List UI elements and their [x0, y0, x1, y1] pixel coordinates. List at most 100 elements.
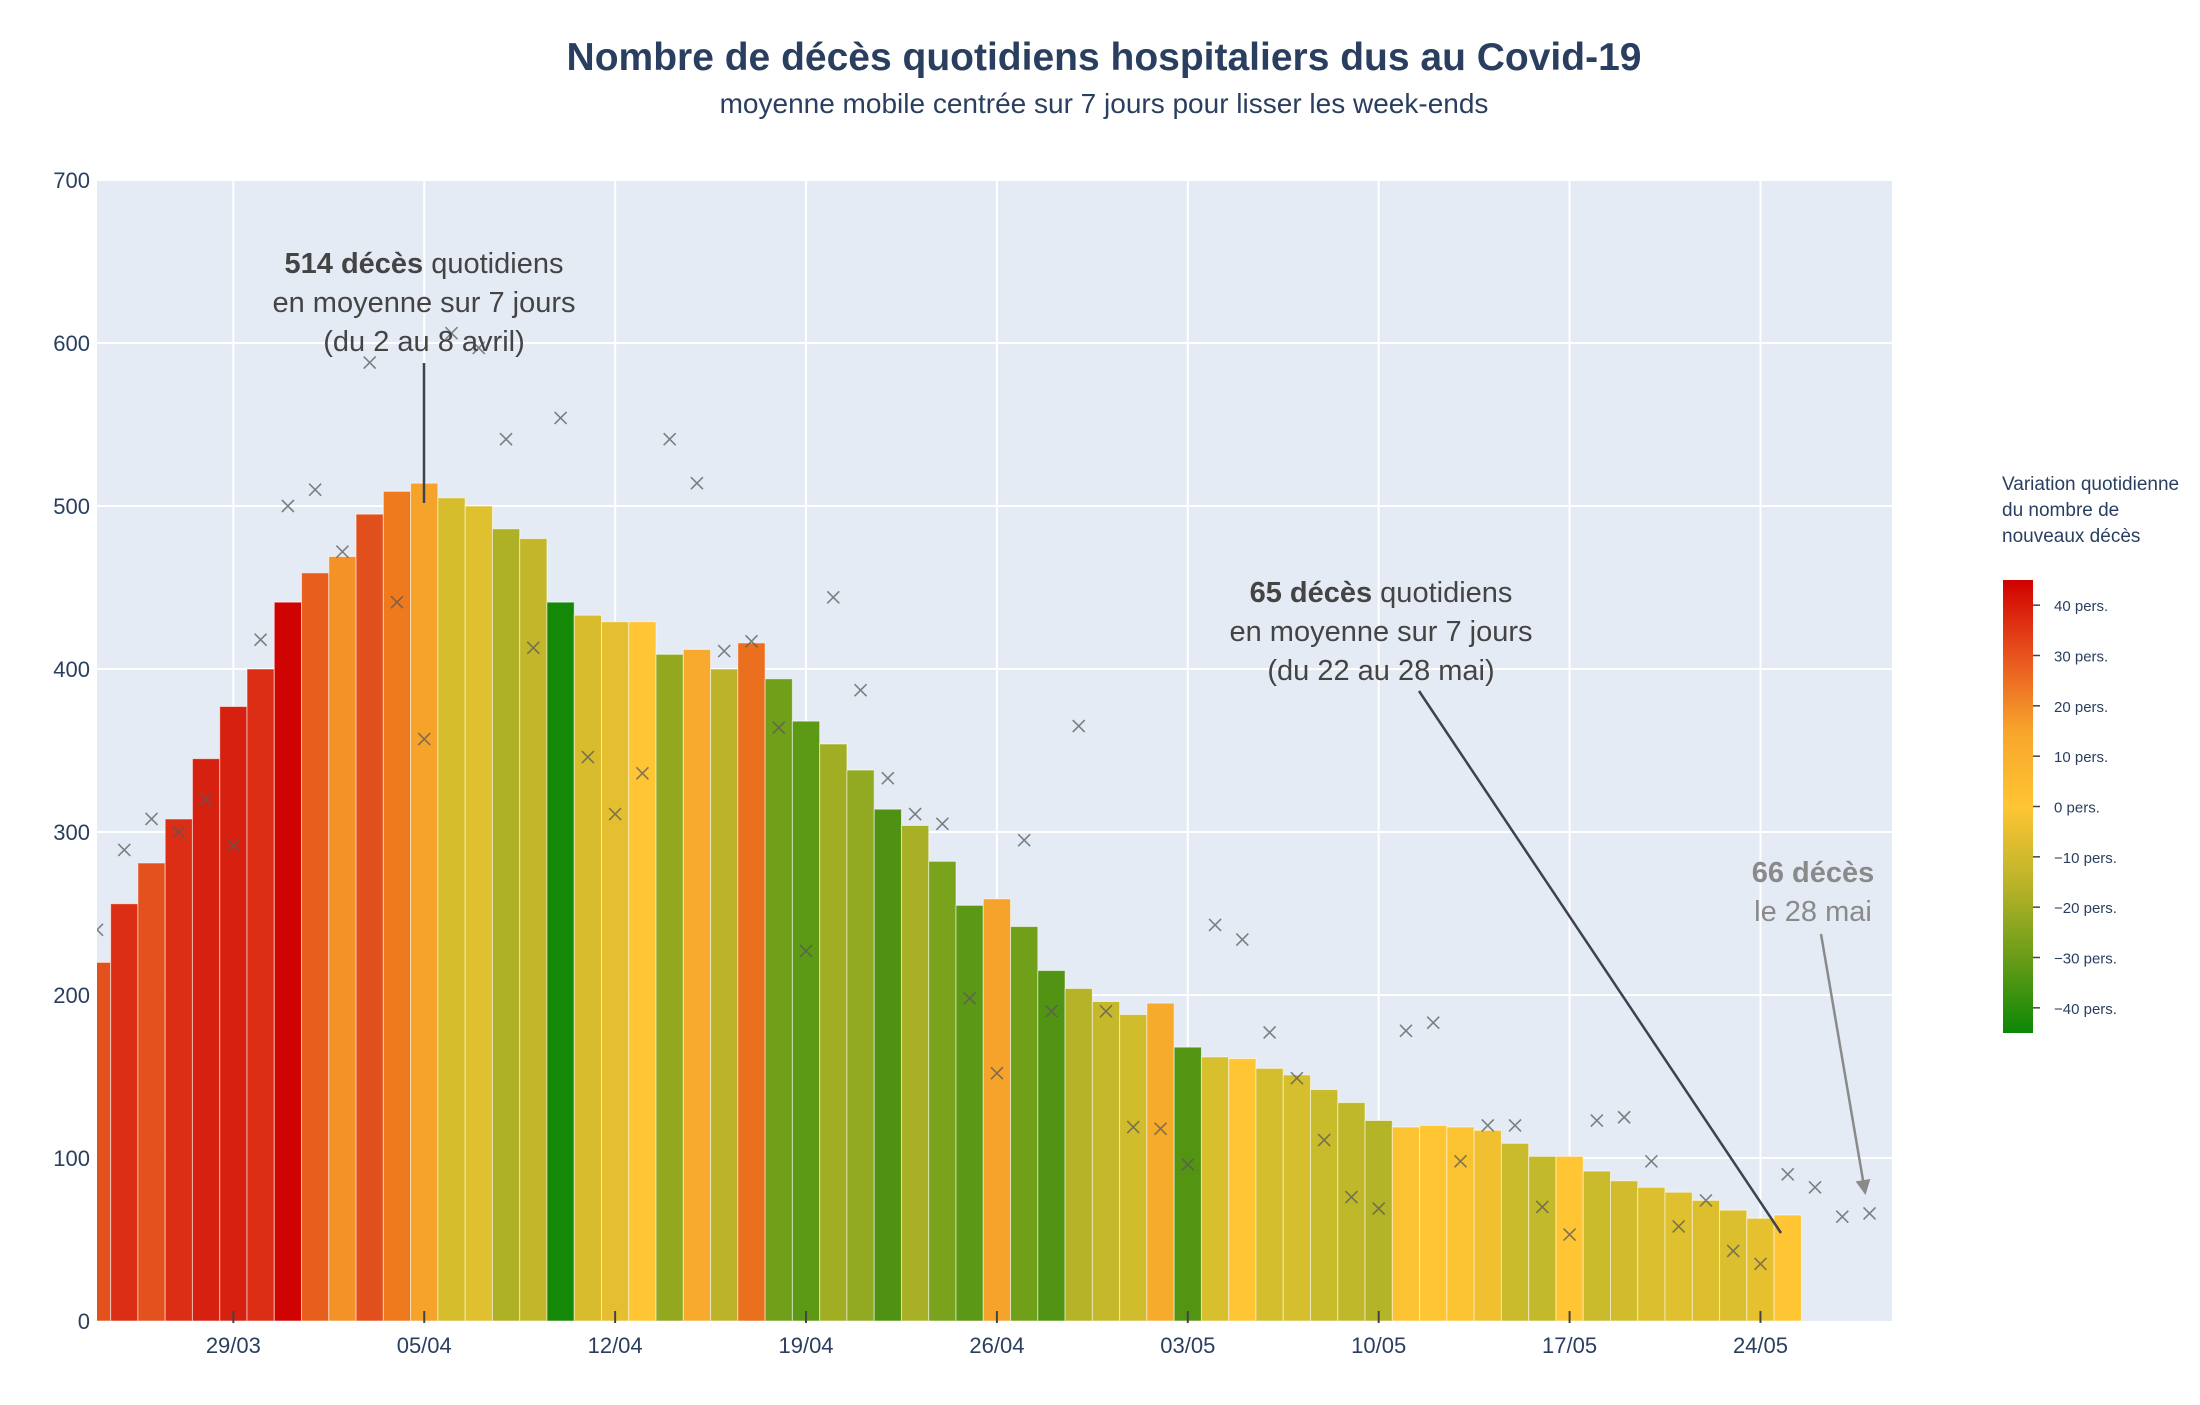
- data-point: [1072, 719, 1086, 733]
- bar: [1200, 1056, 1230, 1321]
- annotation-recent: 65 décès quotidiens en moyenne sur 7 jour…: [1229, 577, 1532, 687]
- data-point: [1508, 1118, 1522, 1132]
- bar: [1255, 1067, 1284, 1321]
- bar: [546, 601, 575, 1321]
- data-point: [1672, 1219, 1686, 1234]
- data-point: [772, 721, 786, 735]
- bar: [1310, 1089, 1339, 1321]
- bar: [97, 961, 112, 1321]
- bar: [464, 505, 493, 1321]
- annotation-line-1: 66 décès: [1752, 857, 1875, 889]
- legend-tick-label: −30 pers.: [2054, 951, 2117, 968]
- bar: [737, 642, 766, 1321]
- data-point: [1344, 1190, 1358, 1204]
- bar: [1146, 1002, 1175, 1321]
- bar: [382, 490, 412, 1321]
- x-tick-label: 03/05: [1160, 1333, 1215, 1358]
- data-point: [444, 326, 459, 340]
- bar: [273, 601, 303, 1321]
- data-point: [144, 812, 159, 826]
- bar: [1173, 1046, 1202, 1321]
- bar: [137, 862, 166, 1321]
- data-point: [1017, 833, 1031, 847]
- data-point: [744, 634, 759, 648]
- data-point: [97, 923, 104, 937]
- data-point: [608, 807, 622, 821]
- bar: [1609, 1180, 1639, 1321]
- color-legend: Variation quotidienne du nombre de nouveau…: [2002, 474, 2179, 1033]
- legend-colorbar: [2003, 580, 2033, 1033]
- bar: [437, 497, 466, 1321]
- bar: [1010, 926, 1039, 1321]
- bar: [1064, 987, 1093, 1321]
- bar: [219, 705, 248, 1321]
- bar: [710, 668, 739, 1321]
- bar: [1282, 1074, 1312, 1321]
- bar: [1691, 1199, 1721, 1321]
- legend-tick-label: −20 pers.: [2054, 900, 2117, 917]
- chart-title: Nombre de décès quotidiens hospitaliers …: [567, 36, 1642, 79]
- data-point: [690, 476, 704, 490]
- bar: [328, 556, 357, 1321]
- bar: [519, 538, 548, 1321]
- bar: [1037, 970, 1066, 1321]
- bar: [1119, 1014, 1148, 1321]
- annotation-line-3: (du 22 au 28 mai): [1267, 655, 1494, 687]
- x-tick-label: 26/04: [969, 1333, 1024, 1358]
- bar: [1719, 1209, 1748, 1321]
- data-point: [172, 825, 186, 839]
- legend-tick-label: 0 pers.: [2054, 800, 2100, 817]
- x-tick-label: 29/03: [206, 1333, 261, 1358]
- data-point: [117, 843, 131, 857]
- annotation-arrow-last: [1819, 933, 1871, 1195]
- data-point: [990, 1066, 1004, 1080]
- data-point: [472, 341, 486, 355]
- bar: [1664, 1191, 1693, 1321]
- bar: [628, 621, 657, 1321]
- bar: [600, 621, 630, 1321]
- y-tick-label: 100: [53, 1146, 90, 1171]
- data-point: [226, 838, 240, 852]
- data-point: [1781, 1167, 1795, 1181]
- legend-tick-label: 10 pers.: [2054, 749, 2108, 766]
- daily-deaths-markers: [97, 326, 1877, 1271]
- data-point: [1317, 1133, 1331, 1147]
- bar: [928, 860, 957, 1321]
- annotation-line-3: (du 2 au 8 avril): [323, 326, 525, 358]
- bar: [955, 904, 984, 1321]
- data-point: [1263, 1025, 1277, 1040]
- data-point: [1235, 933, 1249, 947]
- data-point: [335, 545, 349, 559]
- data-point: [1535, 1200, 1549, 1214]
- data-point: [1399, 1024, 1413, 1038]
- bar: [873, 808, 902, 1321]
- legend-title-line: Variation quotidienne: [2002, 474, 2179, 495]
- data-point: [1862, 1206, 1877, 1220]
- y-tick-label: 200: [53, 983, 90, 1008]
- annotation-line-1: 65 décès quotidiens: [1250, 577, 1513, 609]
- data-point: [1808, 1180, 1822, 1194]
- data-point: [1590, 1113, 1604, 1128]
- bar: [1500, 1142, 1530, 1321]
- legend-title-line: du nombre de: [2002, 500, 2119, 521]
- data-point: [499, 432, 513, 446]
- bar: [1337, 1102, 1366, 1321]
- bar: [1446, 1126, 1475, 1321]
- data-point: [663, 432, 677, 446]
- data-point: [1453, 1154, 1468, 1168]
- data-point: [1290, 1071, 1304, 1085]
- legend-tick-label: −10 pers.: [2054, 850, 2117, 867]
- data-point: [1099, 1004, 1113, 1018]
- bar: [1528, 1155, 1557, 1321]
- data-point: [1835, 1210, 1849, 1224]
- legend-title-line: nouveaux décès: [2002, 526, 2140, 547]
- bar: [1582, 1170, 1611, 1321]
- bar: [1473, 1129, 1502, 1321]
- bar: [1637, 1186, 1666, 1321]
- data-point: [881, 771, 895, 785]
- x-tick-label: 05/04: [397, 1333, 452, 1358]
- y-tick-label: 500: [53, 494, 90, 519]
- bar: [301, 572, 330, 1321]
- annotation-peak: 514 décès quotidiens en moyenne sur 7 jou…: [272, 248, 575, 358]
